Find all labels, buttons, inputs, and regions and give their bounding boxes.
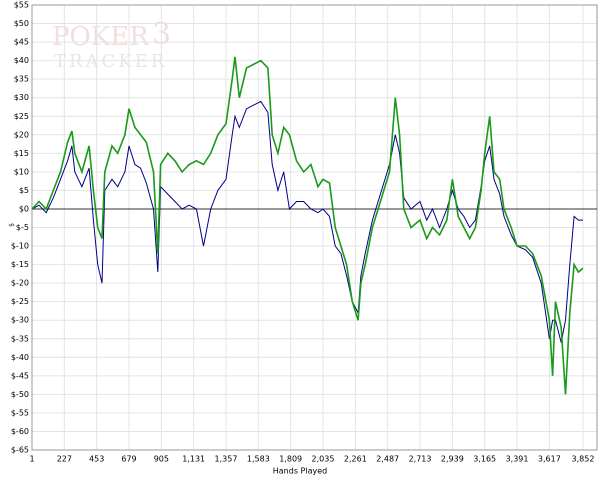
x-tick-label: 3,852 [572, 455, 595, 464]
x-tick-label: 2,035 [312, 455, 335, 464]
x-axis-label: Hands Played [273, 467, 327, 476]
y-tick-label: $40 [14, 56, 29, 65]
x-tick-label: 3,617 [538, 455, 561, 464]
x-tick-label: 453 [89, 455, 104, 464]
y-tick-label: $25 [14, 112, 29, 121]
x-tick-label: 1,583 [247, 455, 270, 464]
y-tick-label: $15 [14, 149, 29, 158]
y-tick-label: $-5 [16, 223, 29, 232]
y-tick-label: $20 [14, 130, 29, 139]
watermark: TRACKER [54, 51, 167, 72]
y-tick-label: $45 [14, 38, 29, 47]
x-tick-label: 1,131 [182, 455, 205, 464]
y-tick-label: $-55 [11, 408, 29, 417]
series-line [31, 56, 584, 395]
y-tick-label: $-35 [11, 334, 29, 343]
plot-frame [31, 4, 598, 451]
y-tick-label: $50 [14, 19, 29, 28]
y-tick-label: $-10 [11, 242, 29, 251]
x-tick-label: 1,357 [215, 455, 238, 464]
y-tick-label: $10 [14, 167, 29, 176]
x-tick-label: 3,391 [506, 455, 529, 464]
x-tick-label: 2,939 [441, 455, 464, 464]
x-tick-label: 679 [121, 455, 136, 464]
x-tick-label: 3,165 [473, 455, 496, 464]
y-axis-label: $ [9, 223, 16, 227]
series-line [31, 100, 583, 343]
x-tick-label: 227 [57, 455, 72, 464]
x-tick-label: 2,487 [376, 455, 399, 464]
y-tick-label: $55 [14, 1, 29, 10]
y-tick-label: $35 [14, 75, 29, 84]
y-tick-label: $30 [14, 93, 29, 102]
y-tick-label: $0 [19, 204, 29, 213]
y-tick-label: $-65 [11, 446, 29, 455]
y-tick-label: $-60 [11, 427, 29, 436]
y-tick-label: $-20 [11, 279, 29, 288]
y-tick-label: $-25 [11, 297, 29, 306]
y-tick-label: $-40 [11, 353, 29, 362]
y-tick-label: $5 [19, 186, 29, 195]
x-tick-label: 2,713 [409, 455, 432, 464]
y-tick-label: $-45 [11, 371, 29, 380]
y-tick-label: $-30 [11, 316, 29, 325]
watermark: POKER [52, 22, 150, 52]
x-tick-label: 1,809 [279, 455, 302, 464]
x-tick-label: 1 [29, 455, 34, 464]
y-tick-label: $-50 [11, 390, 29, 399]
x-tick-label: 905 [154, 455, 169, 464]
y-tick-label: $-15 [11, 260, 29, 269]
x-tick-label: 2,261 [344, 455, 367, 464]
